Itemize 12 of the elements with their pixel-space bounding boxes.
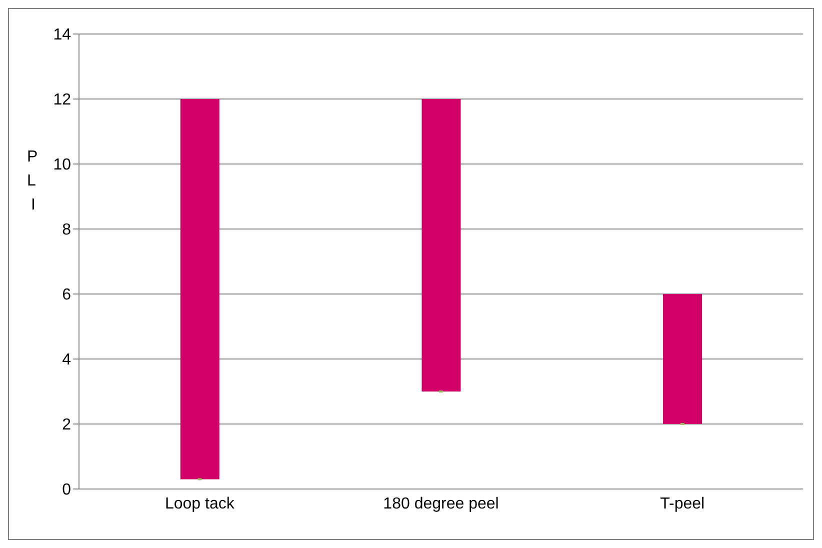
y-tick-label: 2 (62, 416, 72, 434)
x-tick-label: 180 degree peel (383, 495, 499, 512)
y-tick-label: 10 (53, 156, 72, 174)
y-tick-label: 12 (53, 92, 72, 109)
x-tick-label: T-peel (660, 495, 705, 512)
x-tick-label: Loop tack (164, 495, 236, 512)
y-tick-label: 4 (62, 352, 72, 369)
y-tick-label: 0 (62, 482, 72, 499)
y-tick-label: 14 (53, 26, 72, 44)
y-axis-title: PLI (27, 148, 38, 214)
y-tick-label: 8 (62, 222, 72, 239)
y-tick-label: 6 (62, 286, 72, 304)
